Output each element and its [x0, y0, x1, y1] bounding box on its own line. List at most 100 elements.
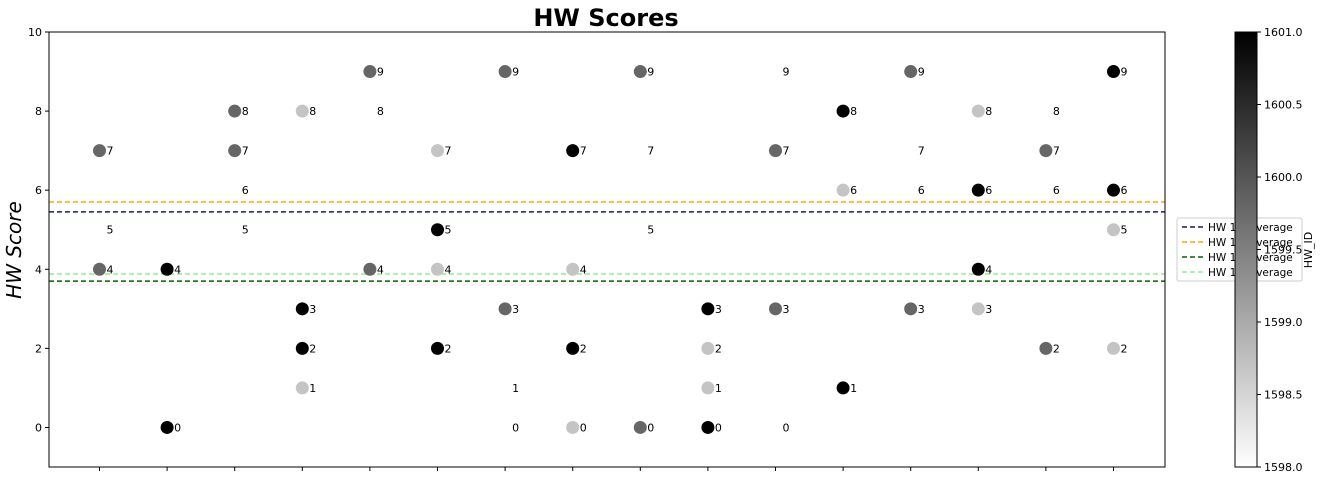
data-point: [498, 302, 512, 316]
point-label: 4: [174, 263, 181, 276]
data-point: [228, 104, 242, 118]
y-tick-label: 6: [35, 184, 42, 197]
point-label: 9: [647, 66, 654, 79]
colorbar-tick-label: 1599.5: [1264, 244, 1303, 257]
data-point: [904, 302, 918, 316]
data-point: [1107, 341, 1120, 355]
chart-title: HW Scores: [533, 4, 678, 32]
data-point: [701, 341, 715, 355]
average-lines: [49, 201, 1165, 282]
data-point: [836, 104, 850, 118]
point-label: 8: [850, 105, 857, 118]
point-labels-without-markers: 5 6 5 8 1 0 7 5 9 0 7 6 8 6: [107, 66, 1060, 435]
point-label: 3: [309, 303, 316, 316]
point-label: 2: [309, 342, 316, 355]
point-label: 0: [580, 421, 587, 434]
point-label: 2: [445, 342, 452, 355]
data-point: [836, 183, 850, 197]
point-label: 4: [445, 263, 452, 276]
data-point: [904, 65, 918, 79]
point-label: 3: [715, 303, 722, 316]
point-label: 1: [512, 382, 519, 395]
point-label: 2: [715, 342, 722, 355]
data-point: [1107, 223, 1120, 237]
data-point: [971, 302, 985, 316]
data-point: [93, 144, 106, 158]
point-label: 1: [850, 382, 857, 395]
data-point: [1039, 341, 1053, 355]
data-point: [431, 223, 444, 237]
point-label: 9: [1121, 66, 1128, 79]
point-label: 8: [377, 105, 384, 118]
data-point: [1107, 65, 1120, 79]
point-label: 7: [647, 145, 654, 158]
point-label: 5: [242, 224, 249, 237]
y-axis-ticks: 0 2 4 6 8 10: [28, 26, 49, 434]
point-label: 8: [985, 105, 992, 118]
y-tick-label: 4: [35, 263, 42, 276]
point-label: 7: [580, 145, 587, 158]
point-label: 6: [1053, 184, 1060, 197]
point-label: 5: [445, 224, 452, 237]
data-point: [228, 144, 242, 158]
colorbar-tick-label: 1601.0: [1264, 26, 1303, 39]
point-label: 7: [242, 145, 249, 158]
data-point: [633, 65, 647, 79]
data-point: [1107, 183, 1120, 197]
data-point: [633, 420, 647, 434]
point-label: 6: [850, 184, 857, 197]
point-label: 7: [445, 145, 452, 158]
point-label: 9: [783, 66, 790, 79]
colorbar-tick-label: 1598.0: [1264, 461, 1303, 474]
point-label: 0: [174, 421, 181, 434]
point-label: 7: [1053, 145, 1060, 158]
colorbar: 1598.0 1598.5 1599.0 1599.5 1600.0 1600.5 1601…: [1234, 26, 1315, 474]
data-point: [295, 302, 309, 316]
point-label: 1: [715, 382, 722, 395]
data-point: [566, 420, 580, 434]
data-point: [363, 65, 377, 79]
point-label: 9: [377, 66, 384, 79]
point-label: 3: [918, 303, 925, 316]
point-label: 4: [580, 263, 587, 276]
point-label: 3: [985, 303, 992, 316]
point-label: 3: [783, 303, 790, 316]
data-point: [566, 144, 580, 158]
point-label: 8: [309, 105, 316, 118]
colorbar-tick-label: 1600.5: [1264, 99, 1303, 112]
point-label: 2: [1053, 342, 1060, 355]
data-point: [701, 420, 715, 434]
point-label: 6: [242, 184, 249, 197]
point-label: 2: [580, 342, 587, 355]
point-label: 0: [783, 421, 790, 434]
point-label: 6: [985, 184, 992, 197]
point-label: 2: [1121, 342, 1128, 355]
data-point: [971, 104, 985, 118]
point-label: 7: [918, 145, 925, 158]
colorbar-tick-label: 1600.0: [1264, 171, 1303, 184]
point-label: 7: [107, 145, 114, 158]
point-label: 0: [647, 421, 654, 434]
data-point: [363, 262, 377, 276]
data-point: [769, 144, 782, 158]
point-label: 5: [107, 224, 114, 237]
point-label: 4: [377, 263, 384, 276]
data-point: [160, 262, 174, 276]
data-point: [701, 302, 715, 316]
y-tick-label: 0: [35, 421, 42, 434]
point-label: 6: [1121, 184, 1128, 197]
data-point: [769, 302, 782, 316]
data-point: [160, 420, 174, 434]
data-point: [295, 381, 309, 395]
colorbar-tick-label: 1599.0: [1264, 316, 1303, 329]
point-label: 6: [918, 184, 925, 197]
point-label: 0: [715, 421, 722, 434]
point-label: 5: [1121, 224, 1128, 237]
data-point: [431, 341, 444, 355]
data-point: [566, 341, 580, 355]
data-point: [295, 104, 309, 118]
y-axis-label: HW Score: [2, 201, 26, 299]
point-label: 1: [309, 382, 316, 395]
